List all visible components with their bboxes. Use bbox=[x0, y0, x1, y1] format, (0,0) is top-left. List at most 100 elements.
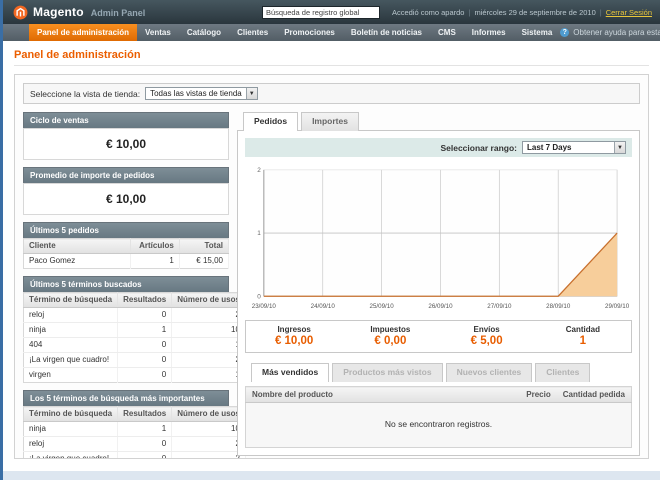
current-date-text: miércoles 29 de septiembre de 2010 bbox=[474, 7, 596, 17]
admin-header: Magento Admin Panel Accedió como apardo … bbox=[3, 0, 660, 24]
logged-in-text: Accedió como apardo bbox=[391, 7, 465, 17]
total-label: Impuestos bbox=[370, 325, 411, 334]
table-cell: 1 bbox=[171, 337, 246, 353]
nav-item-cms[interactable]: CMS bbox=[438, 28, 456, 37]
table-cell: 0 bbox=[117, 307, 173, 323]
logout-link[interactable]: Cerrar Sesión bbox=[605, 7, 652, 17]
range-select[interactable]: Last 7 Days ▼ bbox=[522, 141, 626, 154]
total-value: € 5,00 bbox=[470, 335, 503, 347]
separator: | bbox=[599, 7, 602, 17]
table-row: reloj02 bbox=[23, 307, 246, 323]
range-bar: Seleccionar rango: Last 7 Days ▼ bbox=[245, 138, 632, 157]
store-view-value: Todas las vistas de tienda bbox=[150, 89, 242, 98]
store-view-select[interactable]: Todas las vistas de tienda ▼ bbox=[145, 87, 258, 100]
table-row: ninja 1 10 bbox=[23, 322, 246, 338]
table-cell: ninja bbox=[23, 421, 119, 437]
bestsellers-table: Nombre del producto Precio Cantidad pedida… bbox=[245, 386, 632, 448]
total-value: € 0,00 bbox=[374, 335, 407, 347]
nav-items: Panel de administración Ventas Catálogo Cli… bbox=[29, 24, 560, 41]
average-orders-box: Promedio de importe de pedidos € 10,00 bbox=[23, 167, 229, 215]
svg-text:1: 1 bbox=[257, 230, 261, 237]
last-search-terms-table: Término de búsqueda Resultados Número de u… bbox=[23, 292, 246, 383]
table-row: reloj02 bbox=[23, 436, 246, 452]
table-cell: ninja bbox=[23, 322, 119, 338]
tab-importes[interactable]: Importes bbox=[301, 112, 359, 131]
chevron-down-icon: ▼ bbox=[245, 88, 257, 99]
logo-text: Magento bbox=[33, 5, 84, 19]
last-orders-title: Últimos 5 pedidos bbox=[23, 222, 229, 238]
empty-message: No se encontraron registros. bbox=[245, 402, 632, 448]
tab-nuevos-clientes[interactable]: Nuevos clientes bbox=[445, 363, 533, 382]
total-label: Cantidad bbox=[565, 325, 600, 334]
chart-tabs: Pedidos Importes bbox=[237, 112, 640, 131]
table-cell: 2 bbox=[171, 451, 246, 458]
average-orders-value: € 10,00 bbox=[23, 183, 229, 215]
range-value: Last 7 Days bbox=[527, 143, 572, 152]
svg-text:25/09/10: 25/09/10 bbox=[370, 303, 395, 310]
nav-item-promociones[interactable]: Promociones bbox=[284, 28, 335, 37]
svg-text:24/09/10: 24/09/10 bbox=[311, 303, 336, 310]
table-cell: 1 bbox=[117, 421, 173, 437]
svg-text:28/09/10: 28/09/10 bbox=[546, 303, 571, 310]
last-search-terms-title: Últimos 5 términos buscados bbox=[23, 276, 229, 292]
table-cell: ¡La virgen que cuadro! bbox=[23, 451, 119, 458]
nav-item-sistema[interactable]: Sistema bbox=[521, 28, 553, 37]
orders-chart: 0 1 2 23/09/10 24/09/10 25/09/10 26/09/10 27/09… bbox=[252, 167, 630, 310]
last-orders-box: Últimos 5 pedidos Cliente Artículos Total P… bbox=[23, 222, 230, 269]
tab-clientes[interactable]: Clientes bbox=[535, 363, 591, 382]
svg-text:27/09/10: 27/09/10 bbox=[487, 303, 512, 310]
average-orders-title: Promedio de importe de pedidos bbox=[23, 167, 229, 183]
nav-item-informes[interactable]: Informes bbox=[471, 28, 506, 37]
lifetime-sales-value: € 10,00 bbox=[23, 128, 229, 160]
global-search-input[interactable] bbox=[261, 5, 380, 19]
main-nav: Panel de administración Ventas Catálogo Cli… bbox=[3, 24, 660, 41]
magento-logo[interactable]: Magento Admin Panel bbox=[13, 5, 145, 20]
tab-productos-ma-s-vistos[interactable]: Productos más vistos bbox=[332, 363, 443, 382]
nav-item-boleti-n-de-noticias[interactable]: Boletín de noticias bbox=[350, 28, 422, 37]
column-header-resultados: Resultados bbox=[117, 406, 173, 422]
total-ingresos: Ingresos € 10,00 bbox=[246, 321, 342, 352]
nav-item-ventas[interactable]: Ventas bbox=[145, 28, 171, 37]
header-user-area: Accedió como apardo | miércoles 29 de se… bbox=[392, 8, 652, 17]
nav-item-panel-de-administracio-n[interactable]: Panel de administración bbox=[29, 24, 138, 41]
table-cell: reloj bbox=[23, 436, 119, 452]
page-content: Panel de administración Seleccione la vi… bbox=[3, 41, 660, 459]
column-header-arti-culos: Artículos bbox=[130, 238, 180, 254]
table-row: Paco Gomez 1 € 15,00 bbox=[23, 253, 230, 269]
total-envi-os: Envíos € 5,00 bbox=[439, 321, 535, 352]
column-header-nombre-del-producto: Nombre del producto bbox=[245, 386, 489, 403]
total-impuestos: Impuestos € 0,00 bbox=[342, 321, 438, 352]
table-cell: Paco Gomez bbox=[23, 253, 131, 269]
dashboard-left-column: Ciclo de ventas € 10,00 Promedio de impo… bbox=[23, 112, 246, 458]
table-cell: 1 bbox=[130, 253, 180, 269]
data-table: Término de búsqueda Resultados Número de u… bbox=[23, 406, 246, 458]
magento-logo-icon bbox=[13, 5, 28, 20]
nav-item-cata-logo[interactable]: Catálogo bbox=[186, 28, 222, 37]
dashboard-container: Seleccione la vista de tienda: Todas las… bbox=[14, 74, 649, 459]
top-search-terms-box: Los 5 términos de búsqueda más important… bbox=[23, 390, 246, 458]
bottom-tabs: Más vendidos Productos más vistos Nuevos c… bbox=[245, 363, 632, 382]
column-header-cliente: Cliente bbox=[23, 238, 131, 254]
total-value: € 10,00 bbox=[274, 335, 314, 347]
column-header-total: Total bbox=[179, 238, 230, 254]
total-label: Envíos bbox=[473, 325, 500, 334]
column-header-nu-mero-de-usos: Número de usos bbox=[171, 406, 246, 422]
orders-panel: Seleccionar rango: Last 7 Days ▼ 0 1 2 23/0… bbox=[237, 130, 640, 456]
lifetime-sales-title: Ciclo de ventas bbox=[23, 112, 229, 128]
column-header-nu-mero-de-usos: Número de usos bbox=[171, 292, 246, 308]
header-row: Cliente Artículos Total bbox=[23, 238, 230, 254]
table-cell: 0 bbox=[117, 367, 173, 383]
table-row: ninja 1 10 bbox=[23, 421, 246, 437]
nav-item-clientes[interactable]: Clientes bbox=[237, 28, 269, 37]
table-cell: 2 bbox=[171, 352, 246, 368]
table-cell: 1 bbox=[171, 367, 246, 383]
table-row: 40401 bbox=[23, 337, 246, 353]
bestsellers-header-row: Nombre del producto Precio Cantidad pedida bbox=[245, 386, 632, 403]
data-table: Cliente Artículos Total Paco Gomez 1 € 15,00 bbox=[23, 238, 230, 269]
header-row: Término de búsqueda Resultados Número de u… bbox=[23, 406, 246, 422]
total-value: 1 bbox=[579, 335, 587, 347]
tab-pedidos[interactable]: Pedidos bbox=[243, 112, 299, 131]
tab-ma-s-vendidos[interactable]: Más vendidos bbox=[251, 363, 330, 382]
help-label: Obtener ayuda para esta página bbox=[573, 28, 660, 37]
help-link[interactable]: ? Obtener ayuda para esta página bbox=[560, 24, 660, 41]
